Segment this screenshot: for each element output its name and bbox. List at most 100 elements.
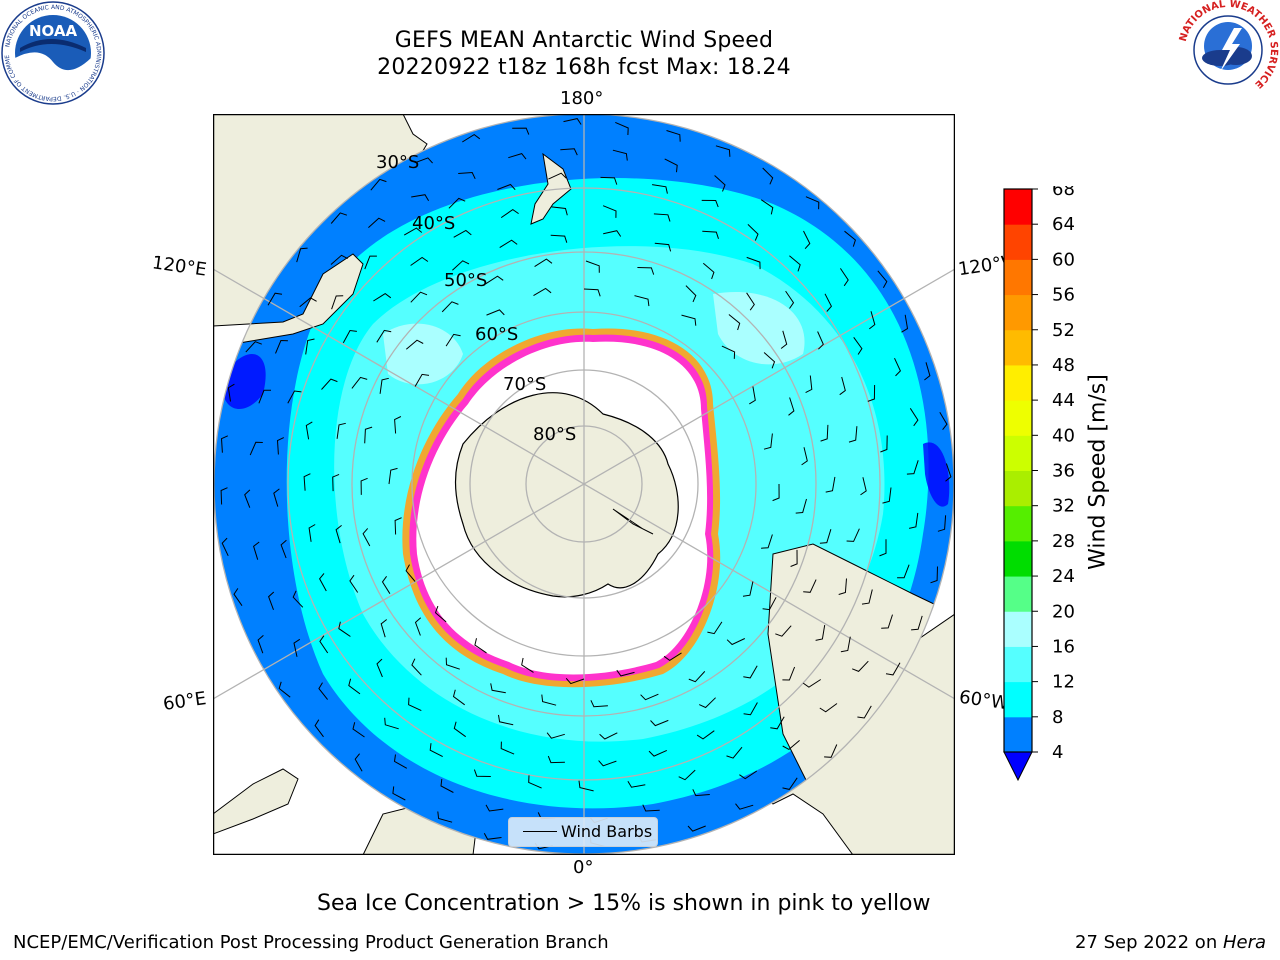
wind-barb — [267, 292, 283, 306]
wind-barb — [512, 127, 530, 135]
wind-barb — [437, 811, 453, 823]
colorbar-cell — [1004, 294, 1032, 331]
colorbar-tick-label: 36 — [1052, 461, 1075, 482]
wind-barb — [743, 702, 758, 716]
wind-barb — [550, 234, 568, 243]
wind-barb — [627, 780, 646, 788]
nws-logo: NATIONAL WEATHER SERVICE — [1178, 0, 1279, 99]
wind-barb — [533, 287, 552, 297]
colorbar-cell — [1004, 189, 1032, 225]
wind-barb — [292, 590, 304, 608]
wind-barb — [743, 665, 758, 679]
colorbar-tick-label: 28 — [1052, 531, 1075, 552]
chart-title-line1: GEFS MEAN Antarctic Wind Speed — [394, 28, 774, 53]
wind-barb — [560, 148, 578, 156]
wind-barb — [441, 301, 459, 313]
lat-label-60s: 60°S — [475, 324, 519, 345]
wind-barbs — [220, 118, 952, 850]
wind-barb — [885, 662, 901, 676]
wind-barb — [348, 678, 361, 695]
wind-barb — [815, 625, 826, 641]
wind-barb — [485, 275, 504, 285]
colorbar-tick-label: 32 — [1052, 496, 1075, 517]
wind-barb — [563, 118, 582, 125]
wind-barb — [376, 329, 392, 343]
polar-map — [213, 114, 955, 855]
colorbar-tick-label: 68 — [1052, 186, 1075, 200]
wind-barb — [388, 467, 398, 485]
legend-label: Wind Barbs — [561, 822, 653, 841]
wind-barb — [414, 373, 430, 387]
wind-barb — [901, 314, 909, 333]
noaa-logo: NOAA NATIONAL OCEANIC AND ATMOSPHERIC AD… — [0, 0, 105, 105]
wind-barb — [795, 498, 807, 514]
colorbar-cell — [1004, 259, 1032, 296]
wind-barb — [840, 636, 851, 653]
wind-barb — [846, 528, 860, 542]
wind-barb — [860, 477, 867, 496]
colorbar-cell — [1004, 470, 1032, 507]
wind-barb — [373, 292, 392, 302]
colorbar-cell — [1004, 224, 1032, 260]
wind-barb — [749, 386, 756, 405]
wind-barb — [877, 270, 888, 288]
wind-barb — [384, 717, 399, 730]
wind-barb — [746, 256, 761, 270]
wind-barb — [739, 770, 758, 780]
wind-barb — [541, 694, 557, 706]
wind-barb — [220, 487, 228, 505]
wind-barb — [411, 658, 422, 676]
colorbar-tick-label: 40 — [1052, 425, 1075, 446]
lat-label-50s: 50°S — [444, 270, 488, 291]
map-legend: Wind Barbs — [508, 817, 658, 847]
wind-barb — [485, 804, 504, 812]
colorbar-cell — [1004, 646, 1032, 683]
colorbar-cell — [1004, 716, 1032, 753]
wind-barb — [685, 285, 697, 303]
wind-barb — [789, 255, 801, 272]
wind-barb — [763, 433, 773, 450]
wind-barb — [445, 333, 461, 347]
wind-barb — [410, 256, 429, 266]
wind-barb — [338, 621, 351, 637]
wind-barb — [276, 437, 285, 455]
wind-barb — [258, 389, 272, 404]
wind-barb — [319, 635, 329, 654]
wind-barb — [474, 638, 487, 654]
wind-barb — [634, 295, 650, 307]
wind-barb — [405, 339, 424, 350]
wind-barb — [746, 292, 755, 311]
lat-label-70s: 70°S — [503, 374, 547, 395]
wind-barb — [245, 341, 262, 353]
wind-barb — [249, 441, 263, 456]
wind-barb — [483, 832, 502, 840]
wind-barb — [380, 619, 388, 638]
wind-barb — [640, 693, 659, 701]
wind-barb — [817, 331, 824, 350]
lon-label-120e: 120°E — [150, 252, 208, 281]
wind-barb — [394, 517, 402, 535]
wind-barb — [648, 749, 668, 757]
wind-speed-field — [214, 114, 954, 854]
wind-barb — [790, 549, 798, 567]
wind-barb — [351, 376, 368, 389]
wind-barb — [547, 755, 565, 764]
wind-barb — [376, 658, 383, 678]
colorbar-underflow — [1003, 751, 1033, 782]
wind-barb — [434, 605, 447, 623]
wind-barb — [824, 293, 833, 312]
wind-barb — [360, 477, 368, 495]
lon-label-60e: 60°E — [161, 688, 208, 715]
wind-barb — [379, 377, 389, 394]
colorbar-tick-label: 12 — [1052, 672, 1075, 693]
sea-ice-caption: Sea Ice Concentration > 15% is shown in … — [317, 891, 931, 916]
colorbar-tick-label: 20 — [1052, 601, 1075, 622]
wind-barb — [275, 339, 288, 354]
wind-barb — [937, 515, 947, 532]
wind-barb — [857, 705, 872, 719]
wind-barb — [805, 196, 820, 210]
wind-barb — [687, 825, 706, 832]
wind-barb — [868, 311, 876, 330]
wind-barb — [844, 230, 856, 247]
